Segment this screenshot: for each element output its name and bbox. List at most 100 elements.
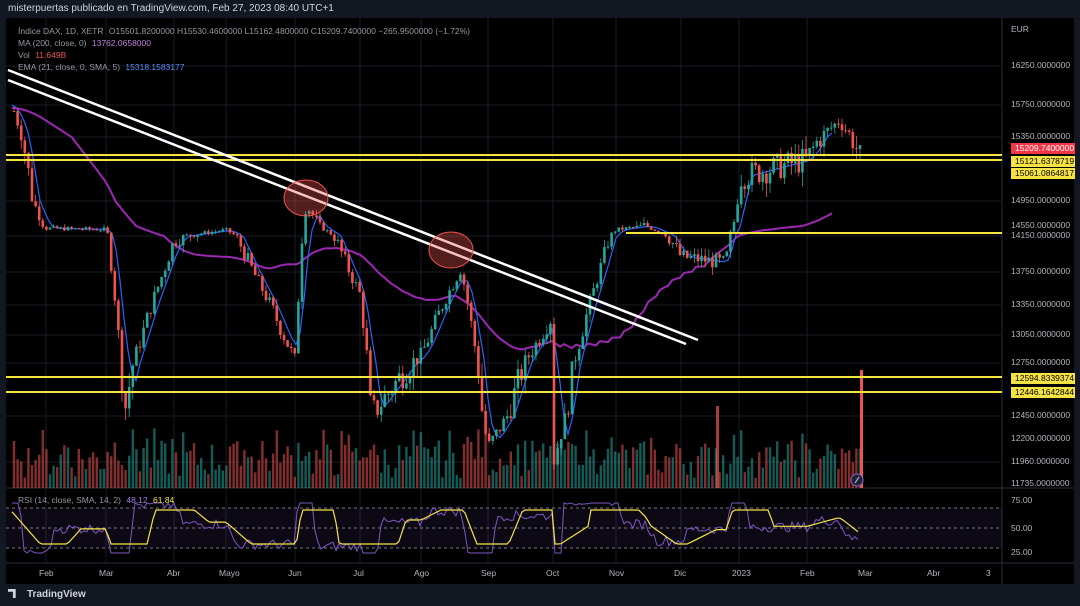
candle-body [534, 342, 538, 356]
volume-bar [437, 440, 440, 488]
volume-bar [56, 466, 59, 488]
candle-body [23, 140, 27, 154]
volume-bar [635, 449, 638, 488]
ema-value: 15318.1583177 [125, 62, 185, 72]
candle-body [541, 338, 545, 345]
volume-bar [63, 445, 66, 488]
candle-body [34, 201, 37, 207]
volume-bar [380, 472, 383, 488]
candle-body [552, 323, 556, 465]
candle-body [329, 230, 333, 235]
chart-canvas[interactable] [6, 18, 1074, 584]
volume-bar [74, 476, 77, 488]
candle-body [595, 284, 599, 289]
volume-bar [822, 456, 826, 488]
candle-body [743, 186, 747, 190]
volume-bar [268, 470, 271, 488]
candle-body [268, 297, 271, 300]
candle-body [646, 222, 649, 227]
volume-bar [815, 468, 818, 488]
candle-body [761, 173, 765, 183]
volume-bar [567, 441, 570, 488]
volume-bar [448, 430, 451, 488]
price-tick: 13050.0000000 [1011, 329, 1071, 339]
candle-body [37, 206, 41, 221]
candle-body [487, 433, 491, 442]
volume-bar [592, 449, 595, 488]
candle-body [235, 234, 239, 236]
candle-body [412, 358, 415, 377]
candle-body [667, 236, 671, 244]
volume-bar [455, 475, 458, 488]
time-label: Mar [858, 568, 873, 578]
volume-bar [27, 447, 30, 488]
candle-body [851, 131, 855, 149]
volume-bar [527, 470, 530, 488]
candle-body [671, 243, 675, 245]
candle-body [369, 350, 372, 396]
candle-body [66, 227, 70, 231]
volume-bar [603, 459, 606, 488]
time-label: Jun [288, 568, 302, 578]
candle-body [520, 369, 523, 381]
candle-body [689, 255, 693, 258]
volume-bar [20, 461, 23, 488]
price-tick: 15750.0000000 [1011, 99, 1071, 109]
volume-bar [506, 465, 509, 488]
candle-body [358, 282, 361, 292]
candle-body [657, 230, 660, 233]
volume-bar [311, 473, 314, 488]
volume-bar [488, 475, 491, 488]
candle-body [707, 257, 711, 262]
volume-bar [563, 449, 566, 488]
candle-body [736, 204, 739, 222]
price-tick: 11960.0000000 [1011, 456, 1070, 466]
volume-bar [542, 443, 545, 488]
volume-bar [351, 451, 354, 488]
candle-body [757, 165, 761, 183]
volume-bar [779, 462, 782, 488]
volume-bar [491, 469, 494, 488]
candle-body [779, 154, 783, 178]
price-tick: 12750.0000000 [1011, 357, 1071, 367]
volume-bar [412, 430, 415, 488]
candle-body [682, 250, 685, 256]
volume-bar [372, 444, 376, 488]
candle-body [433, 314, 437, 330]
candle-body [718, 254, 721, 258]
chart-frame[interactable]: Índice DAX, 1D, XETR O15501.8200000 H155… [6, 18, 1075, 584]
tradingview-logo[interactable]: TradingView [8, 589, 86, 600]
candle-body [441, 309, 444, 311]
candle-body [106, 227, 109, 233]
volume-bar [387, 464, 390, 488]
volume-bar [405, 446, 408, 488]
volume-bar [290, 455, 293, 488]
candle-body [77, 228, 81, 230]
vol-legend: Vol 11.649B [18, 50, 66, 60]
volume-bar [794, 460, 797, 488]
candle-body [347, 254, 351, 273]
volume-bar [830, 450, 833, 488]
volume-bar [430, 457, 433, 488]
volume-bar [401, 459, 404, 488]
volume-bar [614, 451, 617, 488]
time-label: Dic [674, 568, 687, 578]
candle-body [631, 227, 635, 229]
volume-bar [722, 455, 725, 488]
volume-bar [675, 444, 678, 488]
volume-bar [365, 457, 368, 488]
volume-bar [549, 445, 552, 488]
volume-bar [509, 451, 512, 488]
candle-body [725, 251, 729, 257]
volume-bar [12, 440, 16, 488]
candle-body [437, 310, 441, 315]
candle-body [217, 231, 221, 233]
candle-body [145, 312, 149, 328]
volume-bar [747, 466, 750, 488]
rsi-line [12, 501, 859, 554]
price-tick: 14550.0000000 [1011, 220, 1071, 230]
candle-body [675, 243, 678, 245]
candle-body [30, 168, 34, 202]
candle-body [73, 228, 77, 230]
candle-body [340, 239, 343, 252]
